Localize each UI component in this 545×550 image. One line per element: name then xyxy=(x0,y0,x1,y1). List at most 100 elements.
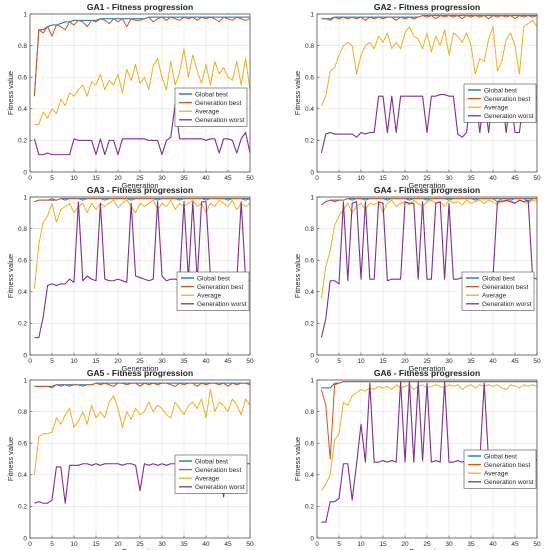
legend-entry: Generation best xyxy=(482,284,528,291)
y-tick-label: 0.2 xyxy=(305,321,314,328)
legend-entry: Generation worst xyxy=(484,479,534,486)
x-tick-label: 25 xyxy=(423,175,431,182)
x-tick-label: 30 xyxy=(158,175,166,182)
x-tick-label: 5 xyxy=(337,541,341,548)
chart-title: GA6 - Fitness progression xyxy=(374,368,480,378)
x-tick-label: 10 xyxy=(70,175,78,182)
x-tick-label: 0 xyxy=(28,175,32,182)
y-tick-label: 0.6 xyxy=(305,75,314,82)
x-tick-label: 10 xyxy=(70,358,78,365)
x-tick-label: 30 xyxy=(445,541,453,548)
legend-entry: Generation best xyxy=(195,100,241,107)
y-tick-label: 0 xyxy=(23,169,27,176)
legend-entry: Average xyxy=(484,471,508,478)
x-tick-label: 5 xyxy=(337,358,341,365)
x-tick-label: 10 xyxy=(357,358,365,365)
series-line-average xyxy=(34,48,251,126)
legend: Global best Generation best AverageGenerat… xyxy=(174,454,248,494)
y-tick-label: 0 xyxy=(310,169,314,176)
legend-entry: Generation worst xyxy=(195,117,245,124)
x-tick-label: 20 xyxy=(114,175,122,182)
x-tick-label: 15 xyxy=(92,541,100,548)
x-tick-label: 5 xyxy=(50,358,54,365)
y-tick-label: 0.4 xyxy=(18,106,27,113)
x-tick-label: 15 xyxy=(379,358,387,365)
y-tick-label: 0.4 xyxy=(305,106,314,113)
y-tick-label: 0.2 xyxy=(18,504,27,511)
legend-entry: Global best xyxy=(482,275,515,282)
x-tick-label: 10 xyxy=(70,541,78,548)
x-tick-label: 40 xyxy=(489,358,497,365)
x-tick-label: 25 xyxy=(423,541,431,548)
y-tick-label: 0.6 xyxy=(18,258,27,265)
legend-entry: Global best xyxy=(195,458,228,465)
chart-title: GA5 - Fitness progression xyxy=(87,368,193,378)
chart-panel-2: 0 5 10 15 20 25 30 35 40 45 50 0 0.2 0.4 0.6 0.8 1 GA2 - … xyxy=(293,2,541,190)
x-tick-label: 25 xyxy=(136,175,144,182)
x-tick-label: 40 xyxy=(202,358,210,365)
x-tick-label: 15 xyxy=(379,175,387,182)
x-tick-label: 0 xyxy=(28,541,32,548)
legend-entry: Average xyxy=(195,476,219,483)
x-tick-label: 50 xyxy=(533,541,541,548)
y-tick-label: 0.4 xyxy=(305,289,314,296)
y-axis-label: Fitness value xyxy=(293,254,302,298)
x-tick-label: 50 xyxy=(246,358,254,365)
x-tick-label: 20 xyxy=(401,358,409,365)
x-tick-label: 0 xyxy=(315,175,319,182)
legend-entry: Generation worst xyxy=(197,301,247,308)
legend: Global best Generation best AverageGenerat… xyxy=(461,271,535,311)
x-tick-label: 20 xyxy=(401,541,409,548)
series-line-generation-worst xyxy=(320,199,538,338)
y-tick-label: 0.4 xyxy=(18,289,27,296)
x-tick-label: 20 xyxy=(114,541,122,548)
x-tick-label: 40 xyxy=(202,541,210,548)
y-tick-label: 0.4 xyxy=(18,472,27,479)
x-tick-label: 5 xyxy=(50,541,54,548)
x-tick-label: 45 xyxy=(224,541,232,548)
x-tick-label: 45 xyxy=(224,358,232,365)
x-tick-label: 5 xyxy=(50,175,54,182)
series-line-generation-best xyxy=(34,198,251,203)
legend: Global best Generation best AverageGenerat… xyxy=(463,449,537,489)
y-axis-label: Fitness value xyxy=(293,71,302,115)
x-tick-label: 30 xyxy=(445,175,453,182)
y-axis-label: Fitness value xyxy=(6,254,15,298)
y-tick-label: 0.2 xyxy=(18,321,27,328)
legend: Global best Generation best AverageGenerat… xyxy=(174,87,248,127)
y-axis-label: Fitness value xyxy=(293,437,302,481)
legend-entry: Average xyxy=(197,293,221,300)
y-tick-label: 0.4 xyxy=(305,472,314,479)
chart-title: GA1 - Fitness progression xyxy=(87,2,193,12)
legend-entry: Generation worst xyxy=(484,113,534,120)
x-tick-label: 15 xyxy=(92,358,100,365)
x-axis-label: Generation xyxy=(408,547,445,550)
legend-entry: Generation best xyxy=(197,284,243,291)
series-line-average xyxy=(33,199,251,289)
x-tick-label: 10 xyxy=(357,541,365,548)
series-line-average xyxy=(320,384,538,491)
y-tick-label: 0.2 xyxy=(18,138,27,145)
x-tick-label: 35 xyxy=(180,541,188,548)
y-tick-label: 0.6 xyxy=(18,75,27,82)
x-tick-label: 35 xyxy=(180,175,188,182)
series-line-generation-best xyxy=(321,15,538,21)
x-tick-label: 40 xyxy=(489,175,497,182)
legend-entry: Average xyxy=(195,109,219,116)
x-tick-label: 10 xyxy=(357,175,365,182)
x-tick-label: 40 xyxy=(202,175,210,182)
x-tick-label: 30 xyxy=(158,541,166,548)
y-tick-label: 0 xyxy=(23,535,27,542)
chart-panel-1: 0 5 10 15 20 25 30 35 40 45 50 0 0.2 0.4 0.6 0.8 1 GA1 - … xyxy=(6,2,254,190)
series-line-generation-best xyxy=(34,382,251,389)
legend-entry: Generation worst xyxy=(195,484,245,491)
x-tick-label: 0 xyxy=(28,358,32,365)
legend-entry: Average xyxy=(482,293,506,300)
x-axis-label: Generation xyxy=(408,364,445,373)
x-axis-label: Generation xyxy=(121,364,158,373)
legend-entry: Average xyxy=(484,105,508,112)
legend-entry: Global best xyxy=(195,91,228,98)
x-tick-label: 45 xyxy=(511,358,519,365)
y-tick-label: 0.2 xyxy=(305,138,314,145)
